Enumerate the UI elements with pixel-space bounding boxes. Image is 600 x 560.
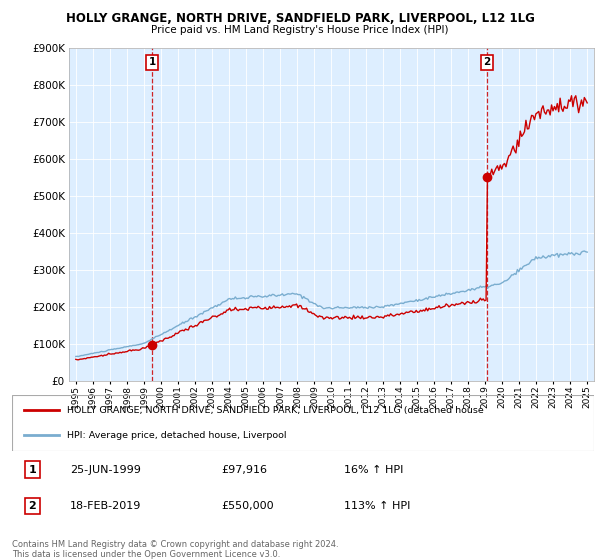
Text: HOLLY GRANGE, NORTH DRIVE, SANDFIELD PARK, LIVERPOOL, L12 1LG: HOLLY GRANGE, NORTH DRIVE, SANDFIELD PAR…	[65, 12, 535, 25]
Text: 25-JUN-1999: 25-JUN-1999	[70, 465, 141, 475]
Text: 18-FEB-2019: 18-FEB-2019	[70, 501, 142, 511]
Text: £550,000: £550,000	[221, 501, 274, 511]
Text: HOLLY GRANGE, NORTH DRIVE, SANDFIELD PARK, LIVERPOOL, L12 1LG (detached house: HOLLY GRANGE, NORTH DRIVE, SANDFIELD PAR…	[67, 406, 484, 415]
Text: Price paid vs. HM Land Registry's House Price Index (HPI): Price paid vs. HM Land Registry's House …	[151, 25, 449, 35]
Text: 1: 1	[149, 58, 156, 67]
Text: £97,916: £97,916	[221, 465, 268, 475]
Text: HPI: Average price, detached house, Liverpool: HPI: Average price, detached house, Live…	[67, 431, 287, 440]
Text: 1: 1	[28, 465, 36, 475]
Text: 2: 2	[484, 58, 491, 67]
Text: 2: 2	[28, 501, 36, 511]
Text: 113% ↑ HPI: 113% ↑ HPI	[344, 501, 410, 511]
Text: Contains HM Land Registry data © Crown copyright and database right 2024.
This d: Contains HM Land Registry data © Crown c…	[12, 540, 338, 559]
Text: 16% ↑ HPI: 16% ↑ HPI	[344, 465, 403, 475]
